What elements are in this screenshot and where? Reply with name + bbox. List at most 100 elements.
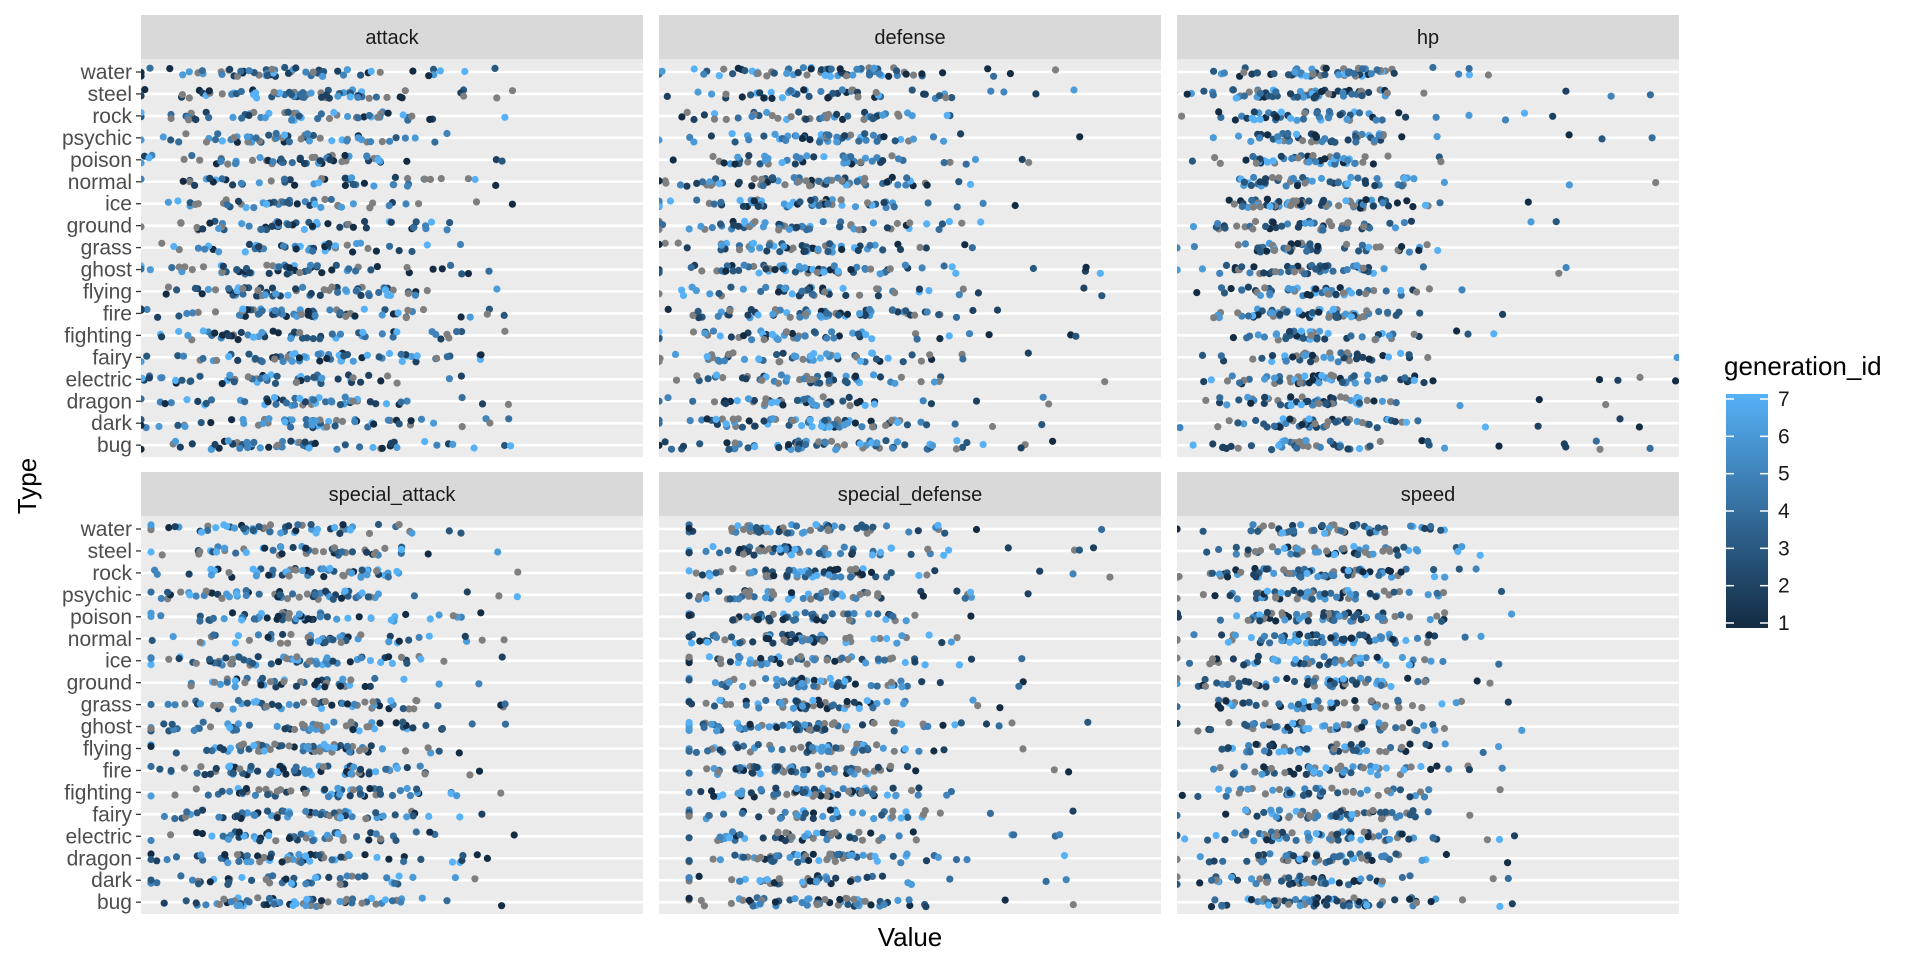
data-point bbox=[264, 791, 272, 799]
data-point bbox=[204, 791, 212, 799]
data-point bbox=[936, 335, 944, 343]
data-point bbox=[355, 747, 364, 755]
data-point bbox=[762, 566, 770, 574]
data-point bbox=[736, 654, 744, 662]
data-point bbox=[1209, 91, 1217, 99]
data-point bbox=[1387, 398, 1395, 406]
data-point bbox=[243, 699, 251, 707]
data-point bbox=[254, 767, 262, 775]
data-point bbox=[229, 181, 237, 189]
data-point bbox=[688, 639, 696, 647]
data-point bbox=[938, 220, 947, 228]
data-point bbox=[386, 137, 394, 145]
data-point bbox=[147, 855, 155, 864]
data-point bbox=[404, 289, 412, 298]
data-point bbox=[290, 328, 299, 336]
data-point bbox=[254, 894, 262, 902]
data-point bbox=[1348, 90, 1356, 98]
data-point bbox=[825, 377, 833, 385]
data-point bbox=[1024, 590, 1032, 598]
data-point bbox=[427, 218, 436, 226]
data-point bbox=[199, 225, 207, 233]
data-point bbox=[287, 334, 295, 342]
data-point bbox=[726, 595, 734, 603]
data-point bbox=[167, 136, 175, 144]
data-point bbox=[1076, 133, 1084, 141]
data-point bbox=[1312, 265, 1320, 273]
data-point bbox=[323, 831, 331, 839]
data-point bbox=[301, 398, 309, 406]
data-point bbox=[848, 549, 857, 557]
data-point bbox=[213, 356, 221, 364]
data-point bbox=[1250, 108, 1258, 116]
data-point bbox=[286, 264, 294, 272]
data-point bbox=[498, 653, 506, 661]
data-point bbox=[375, 288, 383, 297]
data-point bbox=[850, 698, 858, 706]
data-point bbox=[191, 284, 199, 292]
data-point bbox=[1177, 424, 1184, 432]
data-point bbox=[1560, 440, 1568, 448]
data-point bbox=[449, 612, 457, 620]
points bbox=[1177, 63, 1679, 454]
data-point bbox=[1370, 287, 1378, 295]
data-point bbox=[378, 745, 386, 753]
data-point bbox=[295, 112, 303, 120]
data-point bbox=[228, 416, 236, 424]
data-point bbox=[1321, 155, 1329, 163]
data-point bbox=[443, 330, 451, 338]
data-point bbox=[392, 719, 400, 727]
data-point bbox=[774, 763, 782, 771]
data-point bbox=[948, 263, 956, 271]
data-point bbox=[367, 742, 375, 750]
data-point bbox=[1369, 202, 1377, 210]
data-point bbox=[847, 768, 855, 776]
data-point bbox=[738, 93, 746, 101]
data-point bbox=[384, 416, 392, 424]
data-point bbox=[663, 92, 671, 100]
data-point bbox=[746, 659, 754, 668]
data-point bbox=[685, 549, 693, 557]
data-point bbox=[955, 178, 963, 186]
data-point bbox=[269, 566, 277, 574]
data-point bbox=[843, 697, 851, 706]
data-point bbox=[1049, 437, 1057, 445]
data-point bbox=[873, 154, 881, 162]
data-point bbox=[381, 306, 389, 314]
data-point bbox=[952, 445, 961, 453]
data-point bbox=[440, 657, 448, 665]
data-point bbox=[1419, 263, 1427, 271]
data-point bbox=[915, 747, 923, 755]
data-point bbox=[1347, 289, 1356, 297]
data-point bbox=[814, 245, 822, 253]
data-point bbox=[501, 720, 510, 728]
data-point bbox=[278, 550, 286, 558]
data-point bbox=[1011, 201, 1019, 210]
data-point bbox=[923, 421, 931, 429]
data-point bbox=[1272, 88, 1280, 96]
data-point bbox=[760, 132, 768, 140]
data-point bbox=[1369, 160, 1377, 168]
data-point bbox=[1344, 445, 1352, 453]
data-point bbox=[206, 723, 215, 731]
data-point bbox=[388, 897, 397, 905]
data-point bbox=[470, 444, 478, 452]
data-point bbox=[1305, 415, 1313, 423]
data-point bbox=[370, 182, 378, 190]
data-point bbox=[914, 791, 922, 799]
data-point bbox=[1370, 397, 1378, 405]
data-point bbox=[693, 196, 701, 204]
data-point bbox=[348, 174, 356, 182]
data-point bbox=[312, 529, 320, 537]
data-point bbox=[685, 633, 693, 641]
data-point bbox=[744, 158, 752, 166]
data-point bbox=[730, 221, 738, 229]
data-point bbox=[897, 373, 906, 381]
data-point bbox=[273, 722, 281, 731]
data-point bbox=[958, 443, 967, 451]
data-point bbox=[384, 109, 392, 117]
data-point bbox=[343, 700, 352, 708]
data-point bbox=[1374, 376, 1382, 384]
data-point bbox=[810, 153, 818, 161]
